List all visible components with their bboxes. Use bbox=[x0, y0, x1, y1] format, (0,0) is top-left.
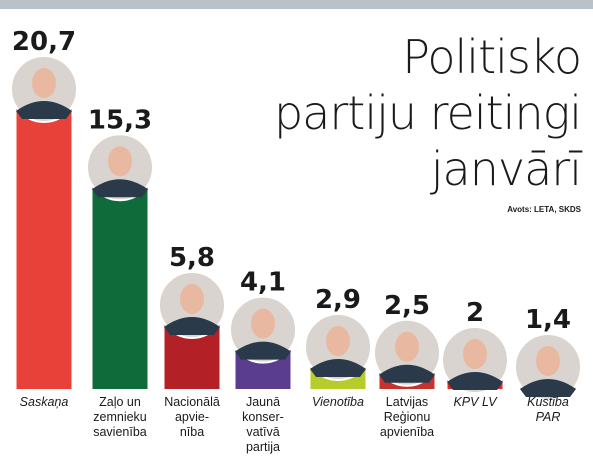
category-label-6: Latvijas Reģionu apvienība bbox=[379, 395, 435, 439]
value-label-5: 2,9 bbox=[315, 285, 361, 315]
bar-2 bbox=[92, 167, 148, 389]
category-label-2: Zaļo un zemnieku savienība bbox=[93, 395, 147, 439]
party-leader-photo-5 bbox=[304, 312, 372, 381]
chart-title-line-3: janvārī bbox=[430, 142, 582, 196]
value-label-8: 1,4 bbox=[525, 305, 571, 335]
value-label-2: 15,3 bbox=[88, 105, 152, 135]
category-label-4: Jaunā konser- vatīvā partija bbox=[242, 395, 284, 454]
party-leader-photo-1 bbox=[10, 55, 78, 123]
category-label-5: Vienotība bbox=[312, 395, 364, 409]
chart-title-line-2: partiju reitingi bbox=[273, 86, 582, 140]
category-label-8: Kustība PAR bbox=[527, 395, 569, 424]
value-label-3: 5,8 bbox=[169, 243, 215, 273]
category-label-1: Saskaņa bbox=[19, 395, 69, 409]
party-leader-photo-3 bbox=[158, 270, 226, 339]
value-label-4: 4,1 bbox=[240, 268, 286, 298]
category-label-7: KPV LV bbox=[453, 395, 497, 409]
top-rule bbox=[0, 0, 593, 9]
party-leader-photo-2 bbox=[86, 133, 154, 202]
category-label-3: Nacionālā apvie- nība bbox=[164, 395, 220, 439]
value-label-6: 2,5 bbox=[384, 291, 430, 321]
bar-1 bbox=[16, 89, 72, 389]
party-leader-photo-4 bbox=[229, 295, 297, 364]
value-label-7: 2 bbox=[466, 298, 484, 328]
source-note: Avots: LETA, SKDS bbox=[507, 205, 581, 214]
chart-title-line-1: Politisko bbox=[402, 30, 582, 84]
party-leader-photo-8 bbox=[514, 333, 582, 401]
value-label-1: 20,7 bbox=[12, 27, 76, 57]
party-leader-photo-6 bbox=[373, 318, 441, 387]
party-leader-photo-7 bbox=[441, 326, 509, 395]
